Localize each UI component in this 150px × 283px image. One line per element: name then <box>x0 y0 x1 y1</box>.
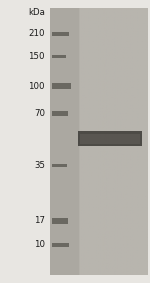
Text: 10: 10 <box>34 240 45 249</box>
Text: 210: 210 <box>28 29 45 38</box>
Text: 35: 35 <box>34 161 45 170</box>
FancyBboxPatch shape <box>78 131 142 147</box>
Text: 70: 70 <box>34 109 45 118</box>
FancyBboxPatch shape <box>52 164 67 167</box>
FancyBboxPatch shape <box>52 55 66 58</box>
FancyBboxPatch shape <box>52 243 69 247</box>
FancyBboxPatch shape <box>52 218 68 224</box>
FancyBboxPatch shape <box>80 134 140 144</box>
Text: kDa: kDa <box>28 8 45 17</box>
Text: 100: 100 <box>28 82 45 91</box>
FancyBboxPatch shape <box>52 83 71 89</box>
FancyBboxPatch shape <box>52 32 69 36</box>
Text: 150: 150 <box>28 52 45 61</box>
FancyBboxPatch shape <box>52 111 68 116</box>
Text: 17: 17 <box>34 216 45 225</box>
